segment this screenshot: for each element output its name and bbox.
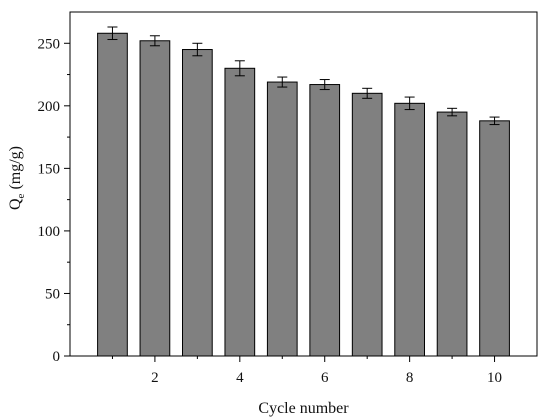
y-tick-label: 0: [53, 349, 61, 365]
bar-6: [309, 84, 341, 357]
y-tick-label: 250: [38, 36, 61, 52]
x-tick-label: 2: [151, 370, 159, 386]
y-axis-title: Qe (mg/g): [7, 146, 27, 210]
bar-9: [436, 111, 468, 357]
error-bar-6: [319, 79, 330, 91]
error-bar-3: [192, 42, 203, 57]
error-bar-9: [447, 107, 458, 117]
y-tick-label: 50: [45, 286, 60, 302]
bar-7: [351, 92, 383, 357]
error-bar-1: [107, 26, 118, 41]
error-bar-2: [149, 35, 160, 47]
bars-layer: [97, 26, 510, 357]
y-tick-label: 200: [38, 99, 61, 115]
y-axis-title-main: Q: [7, 198, 24, 210]
x-tick-label: 10: [487, 370, 502, 386]
axes-layer: 0 50 100 150 200 250 2 4 6 8 10: [38, 11, 538, 386]
error-bar-8: [404, 96, 415, 111]
bar-4: [224, 67, 256, 357]
x-tick-label: 8: [406, 370, 414, 386]
bar-2: [139, 40, 171, 357]
bar-5: [266, 81, 298, 357]
bar-8: [394, 102, 425, 357]
x-axis-title: Cycle number: [258, 400, 349, 417]
error-bar-4: [234, 60, 245, 77]
x-tick-label: 4: [236, 370, 244, 386]
y-axis-title-subscript: e: [15, 193, 27, 198]
y-tick-label: 100: [38, 224, 61, 240]
y-tick-label: 150: [38, 161, 61, 177]
x-tick-label: 6: [321, 370, 329, 386]
bar-10: [479, 120, 510, 357]
y-axis-title-unit: (mg/g): [7, 146, 24, 194]
bar-1: [97, 32, 128, 357]
error-bar-10: [489, 116, 500, 126]
error-bar-5: [277, 76, 288, 88]
error-bar-7: [362, 87, 373, 99]
bar-3: [182, 49, 213, 357]
plot-frame: [69, 11, 538, 357]
